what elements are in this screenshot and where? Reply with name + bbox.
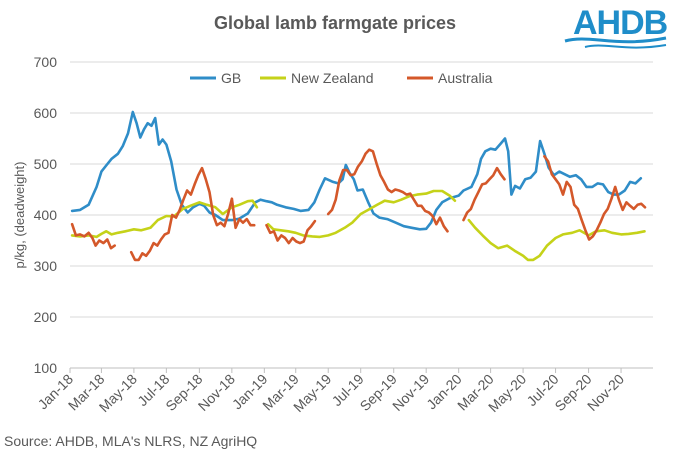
x-tick-label: Nov-18 [195, 371, 238, 414]
logo-wave-1 [564, 36, 667, 44]
logo-wave-2 [584, 44, 667, 49]
y-axis-label: p/kg, (deadweight) [12, 162, 27, 269]
series-line-segment [265, 219, 317, 245]
series-line-segment [326, 148, 449, 233]
legend-label: New Zealand [291, 70, 374, 86]
legend-label: GB [221, 70, 241, 86]
logo-text: AHDB [573, 4, 668, 42]
y-tick-label: 100 [34, 360, 58, 376]
x-tick-label: Nov-19 [389, 371, 432, 414]
series-group [70, 110, 647, 262]
x-axis: Jan-18Mar-18May-18Jul-18Sep-18Nov-18Jan-… [35, 368, 627, 415]
y-tick-label: 400 [34, 207, 58, 223]
series-line-segment [467, 218, 646, 262]
legend-label: Australia [438, 70, 493, 86]
ahdb-logo: AHDB [564, 4, 669, 49]
series-australia [70, 148, 647, 262]
chart-title: Global lamb farmgate prices [214, 13, 456, 33]
y-axis: 100 200 300 400 500 600 700 [34, 54, 58, 376]
series-line-segment [543, 155, 647, 241]
y-tick-label: 600 [34, 105, 58, 121]
x-tick-label: Nov-20 [584, 371, 627, 414]
series-line-segment [129, 166, 256, 262]
series-line-segment [462, 166, 506, 222]
source-note: Source: AHDB, MLA's NLRS, NZ AgriHQ [4, 433, 257, 449]
legend: GB New Zealand Australia [190, 70, 493, 86]
series-line-segment [70, 222, 116, 250]
series-line-segment [266, 189, 457, 239]
y-tick-label: 500 [34, 156, 58, 172]
y-tick-label: 700 [34, 54, 58, 70]
y-tick-label: 300 [34, 258, 58, 274]
series-new-zealand [70, 189, 646, 262]
y-tick-label: 200 [34, 309, 58, 325]
